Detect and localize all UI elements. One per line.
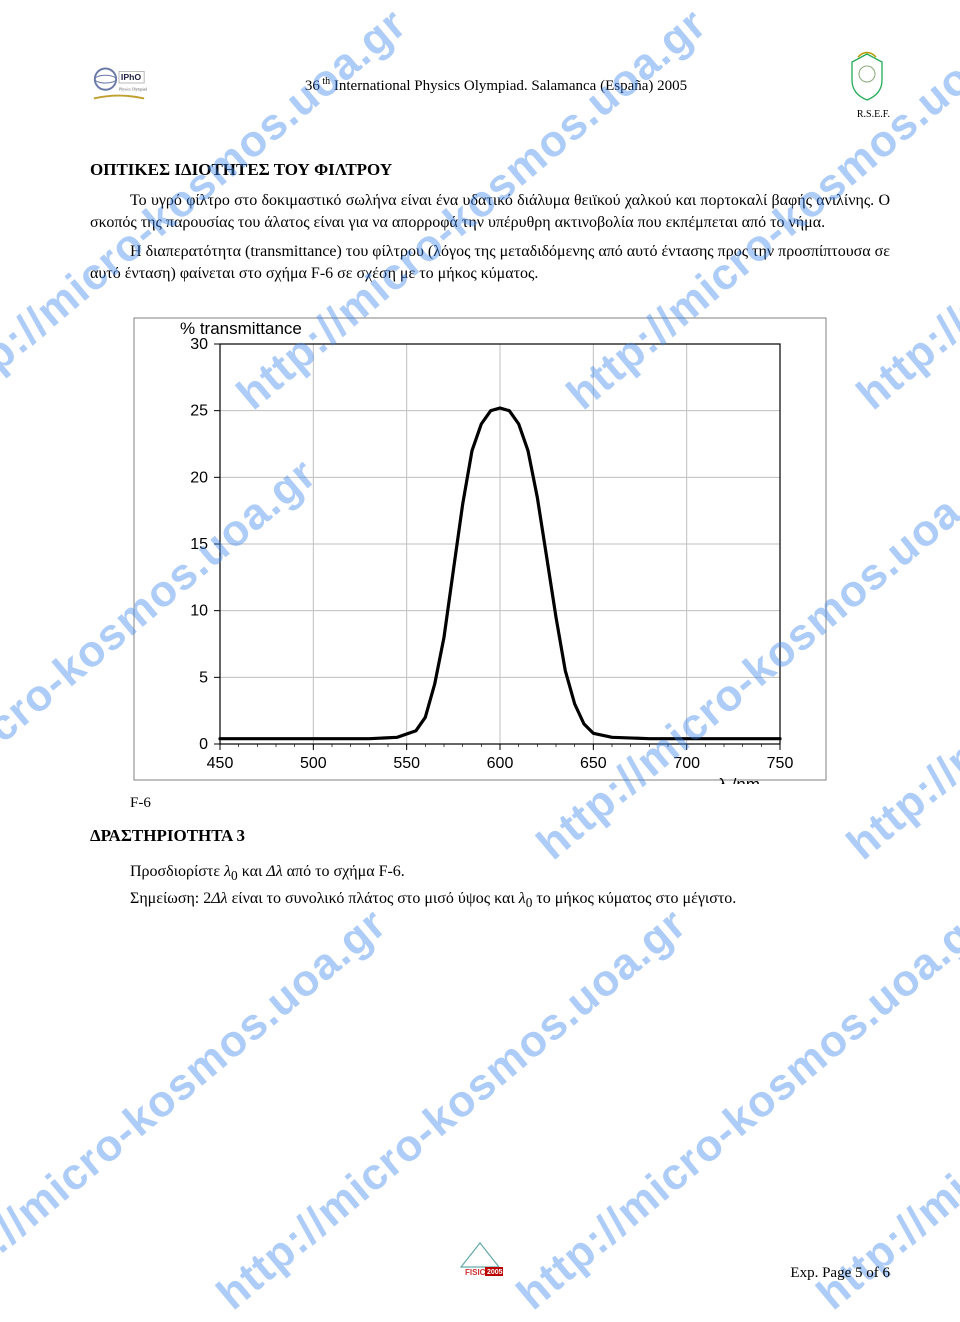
text: Προσδιορίστε [130,863,224,880]
svg-text:λ /nm: λ /nm [718,775,760,784]
svg-text:15: 15 [190,536,208,553]
svg-text:20: 20 [190,470,208,487]
svg-text:5: 5 [199,670,208,687]
rsef-label: R.S.E.F. [844,109,890,120]
svg-text:550: 550 [393,755,420,772]
rsef-logo [844,50,890,107]
activity-title: ΔΡΑΣΤΗΡΙΟΤΗΤΑ 3 [90,826,890,846]
svg-text:700: 700 [673,755,700,772]
text: Σημείωση: 2 [130,890,211,907]
sub0: 0 [231,869,238,884]
rsef-block: R.S.E.F. [844,50,890,120]
paragraph-2: Η διαπερατότητα (transmittance) του φίλτ… [90,241,890,284]
text: από το σχήμα F-6. [283,863,405,880]
svg-text:2005: 2005 [487,1269,503,1276]
svg-text:450: 450 [207,755,234,772]
text: το μήκος κύματος στο μέγιστο. [532,890,736,907]
page-number: Exp. Page 5 of 6 [790,1265,890,1282]
svg-text:600: 600 [487,755,514,772]
page-header: IPhO Physics Olympiad 36 th Internationa… [90,50,890,120]
text: είναι το συνολικό πλάτος στο μισό ύψος κ… [228,890,519,907]
page: http://micro-kosmos.uoa.grhttp://micro-k… [0,0,960,1322]
activity-line-2: Σημείωση: 2Δλ είναι το συνολικό πλάτος σ… [130,887,890,913]
paragraph-1: Το υγρό φίλτρο στο δοκιμαστικό σωλήνα εί… [90,190,890,233]
transmittance-chart: % transmittance4505005506006507007500510… [130,314,830,789]
activity-line-1: Προσδιορίστε λ0 και Δλ από το σχήμα F-6. [130,860,890,886]
svg-text:500: 500 [300,755,327,772]
svg-text:30: 30 [190,336,208,353]
lambda: λ [224,863,231,880]
text: και [238,863,267,880]
delta-lambda: Δλ [211,890,227,907]
svg-text:10: 10 [190,603,208,620]
svg-text:Physics Olympiad: Physics Olympiad [119,87,147,91]
section-title: ΟΠΤΙΚΕΣ ΙΔΙΟΤΗΤΕΣ ΤΟΥ ΦΙΛΤΡΟΥ [90,160,890,180]
lambda: λ [519,890,526,907]
figure-label: F-6 [130,795,890,812]
header-title: 36 th International Physics Olympiad. Sa… [148,76,844,95]
svg-text:650: 650 [580,755,607,772]
svg-text:25: 25 [190,403,208,420]
svg-text:750: 750 [767,755,794,772]
svg-text:IPhO: IPhO [121,72,142,82]
ipho-logo: IPhO Physics Olympiad [90,61,148,110]
svg-text:0: 0 [199,736,208,753]
delta-lambda: Δλ [266,863,282,880]
